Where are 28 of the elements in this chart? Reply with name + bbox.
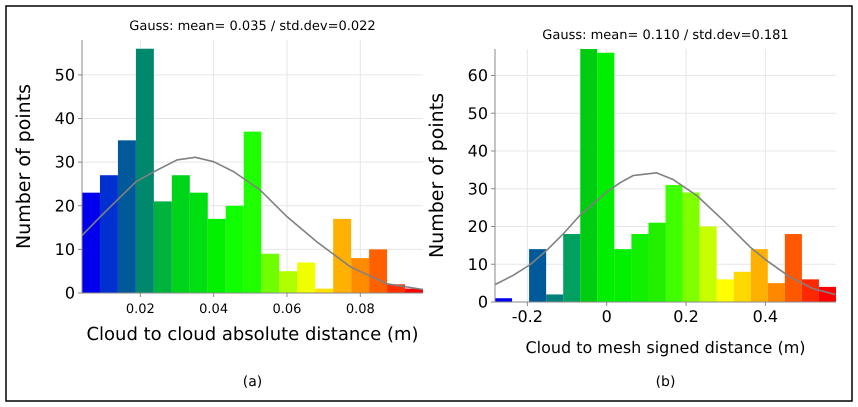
y-tick-label: 0 [64, 284, 75, 303]
x-tick-label: 0.02 [126, 302, 155, 317]
x-tick-label: 0.4 [752, 307, 778, 326]
x-axis-title: Cloud to cloud absolute distance (m) [86, 324, 419, 345]
x-tick-label: -0.2 [512, 307, 543, 326]
y-axis-title: Number of points [13, 84, 35, 250]
y-tick-label: 40 [468, 142, 488, 161]
x-tick-label: 0.06 [272, 302, 302, 317]
text: (a) [242, 374, 262, 390]
y-tick-label: 20 [54, 196, 75, 216]
y-tick-label: 60 [468, 66, 488, 86]
x-tick-label: 0.2 [673, 307, 699, 326]
chart-title: Gauss: mean= 0.110 / std.dev=0.181 [542, 28, 789, 43]
y-tick-label: 50 [468, 104, 488, 123]
x-tick-label: 0 [602, 307, 612, 326]
y-axis-title: Number of points [426, 92, 448, 258]
y-tick-label: 30 [468, 179, 488, 198]
y-tick-label: 10 [468, 254, 488, 274]
x-tick-label: 0.08 [346, 302, 375, 317]
y-tick-label: 40 [54, 109, 75, 128]
y-tick-label: 30 [54, 152, 75, 172]
chart-title: Gauss: mean= 0.035 / std.dev=0.022 [129, 19, 376, 34]
text: (b) [656, 374, 676, 390]
y-tick-label: 10 [54, 240, 75, 259]
x-tick-label: 0.04 [199, 302, 228, 317]
y-tick-label: 20 [468, 217, 488, 236]
x-axis-title: Cloud to mesh signed distance (m) [525, 338, 806, 357]
y-tick-label: 50 [54, 65, 75, 84]
